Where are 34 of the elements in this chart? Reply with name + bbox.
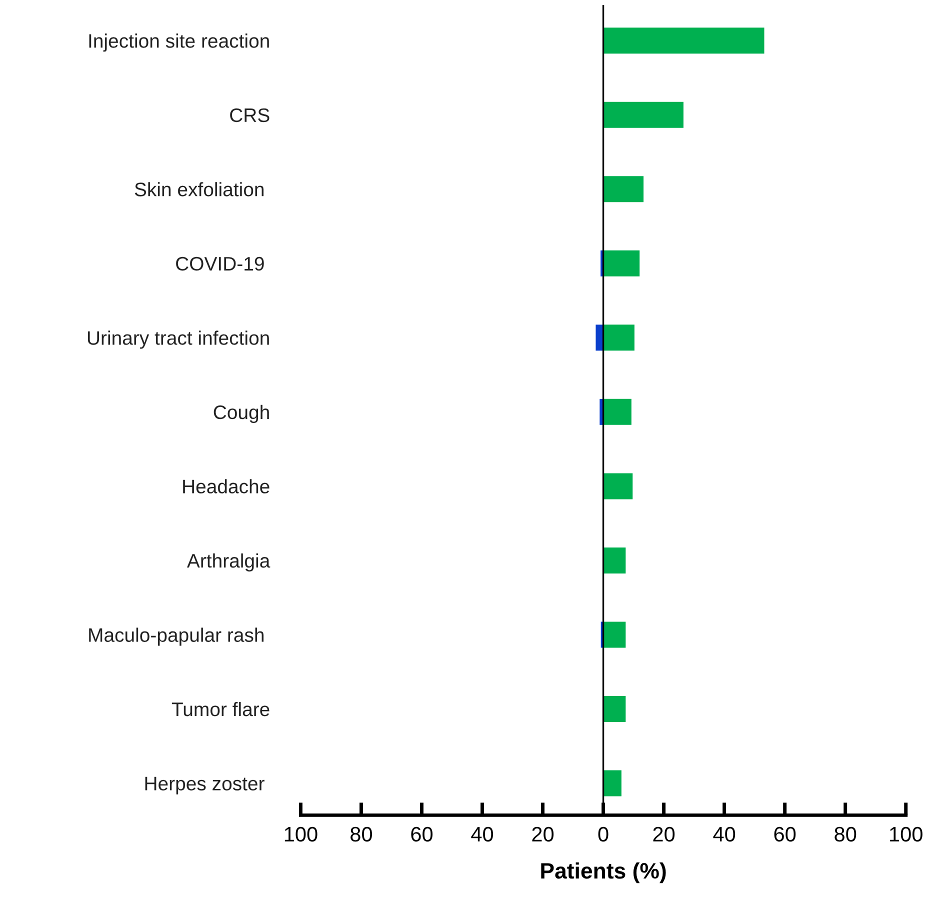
x-tick-label: 80 [350, 826, 372, 842]
bar [603, 398, 632, 425]
x-tick-label: 100 [890, 826, 922, 842]
bar [603, 28, 764, 54]
bar [603, 324, 634, 351]
y-tick-label: Cough [214, 404, 269, 424]
y-tick-label: Headache [183, 479, 270, 494]
bar [603, 547, 626, 574]
y-tick-label: Maculo-papular rash [89, 628, 264, 646]
bar [603, 176, 644, 202]
bar [603, 696, 626, 722]
y-tick-label: Arthralgia [186, 553, 270, 572]
x-tick-label: 60 [774, 826, 796, 842]
y-tick-label: Herpes zoster [145, 776, 264, 794]
bar [603, 250, 640, 276]
bar [603, 770, 622, 796]
y-tick-label: COVID-19 [176, 256, 264, 271]
y-tick-label: Urinary tract infection [88, 330, 269, 349]
x-tick-label: 100 [284, 826, 318, 842]
bar [603, 473, 633, 500]
x-tick-label: 0 [598, 826, 608, 842]
y-tick-label: Injection site reaction [89, 34, 269, 52]
bar [603, 622, 626, 648]
x-tick-label: 40 [713, 826, 736, 842]
x-axis-title: Patients (%) [541, 862, 666, 884]
x-tick-label: 40 [471, 826, 494, 842]
y-tick-label: Tumor flare [172, 702, 270, 716]
bar [603, 102, 684, 128]
x-tick-label: 20 [532, 826, 554, 842]
x-tick-label: 60 [411, 826, 433, 842]
y-tick-label: CRS [230, 108, 270, 122]
x-tick-label: 80 [834, 826, 856, 842]
y-tick-label: Skin exfoliation [134, 182, 264, 196]
x-tick-label: 20 [653, 826, 675, 842]
